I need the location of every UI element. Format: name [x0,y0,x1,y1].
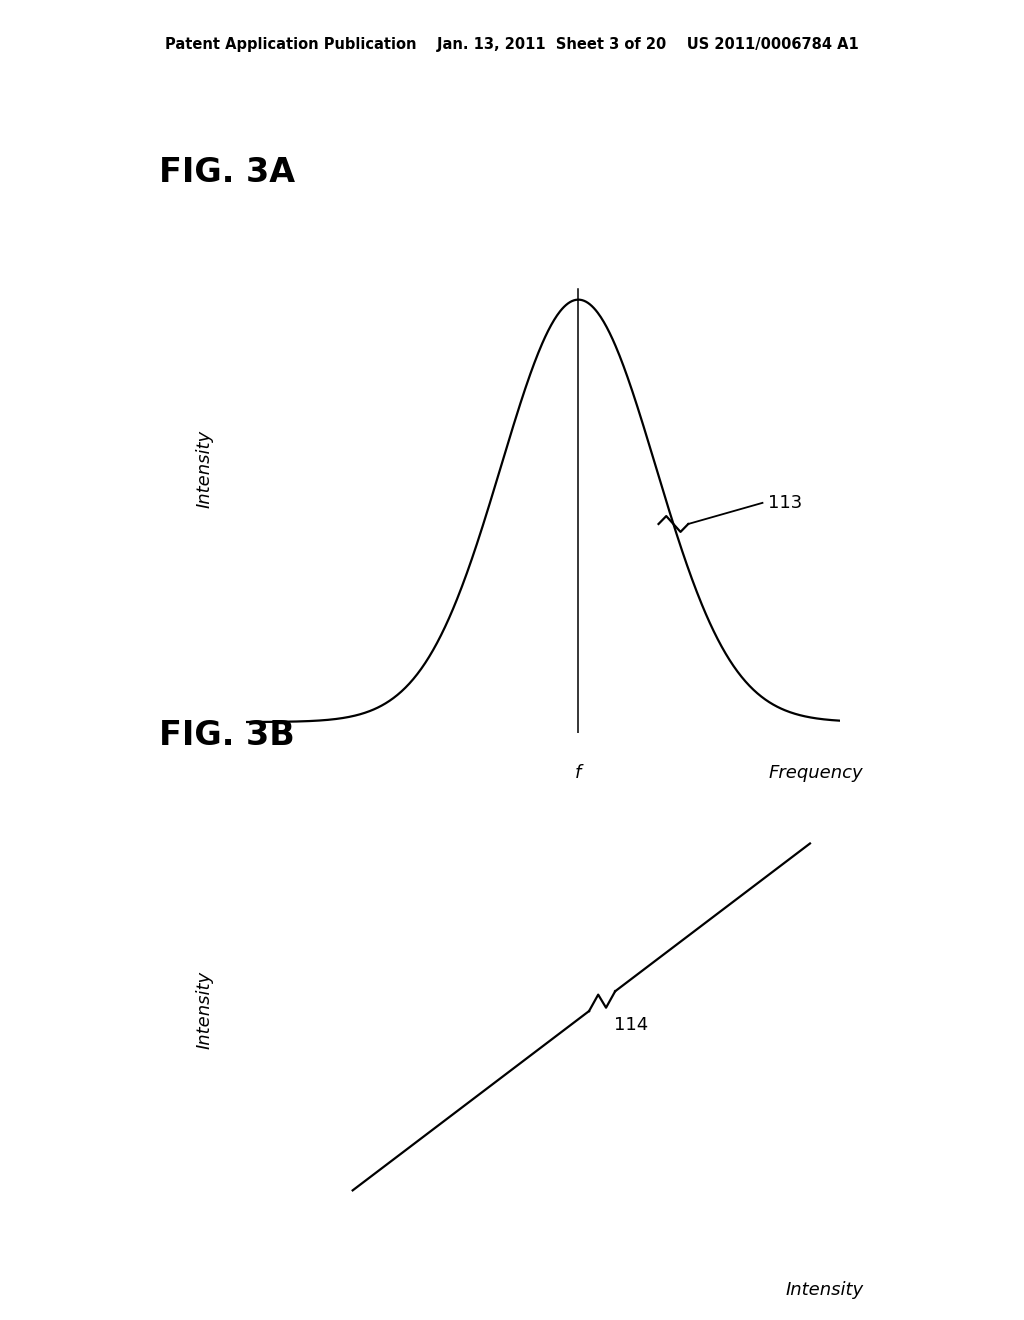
Text: f: f [575,764,582,783]
Text: Frequency: Frequency [769,764,863,783]
Text: FIG. 3B: FIG. 3B [159,719,295,752]
Text: Intensity: Intensity [196,429,213,508]
Text: Intensity: Intensity [785,1280,863,1299]
Text: 114: 114 [614,1016,648,1035]
Text: 113: 113 [768,494,803,512]
Text: FIG. 3A: FIG. 3A [159,156,295,189]
Text: Intensity: Intensity [196,970,213,1049]
Text: Patent Application Publication    Jan. 13, 2011  Sheet 3 of 20    US 2011/000678: Patent Application Publication Jan. 13, … [165,37,859,51]
